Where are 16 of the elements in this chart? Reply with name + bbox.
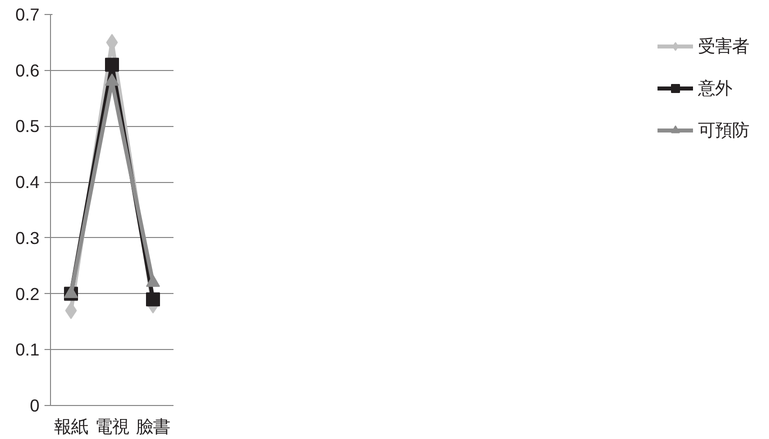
x-tick-label: 電視 bbox=[95, 416, 129, 436]
x-tick-label: 報紙 bbox=[54, 416, 88, 436]
y-tick-label: 0.5 bbox=[15, 116, 40, 136]
point bbox=[105, 58, 119, 72]
legend-label: 意外 bbox=[698, 77, 732, 100]
y-tick-label: 0.4 bbox=[15, 172, 40, 192]
legend-label: 可預防 bbox=[698, 119, 749, 142]
x-tick-label: 臉書 bbox=[136, 416, 170, 436]
y-tick-label: 0.6 bbox=[15, 60, 40, 80]
y-tick-label: 0.3 bbox=[15, 228, 40, 248]
y-tick-label: 0.1 bbox=[15, 340, 40, 360]
y-tick-label: 0.7 bbox=[15, 4, 40, 24]
point bbox=[146, 292, 160, 306]
y-tick-label: 0.2 bbox=[15, 284, 40, 304]
legend-label: 受害者 bbox=[698, 35, 749, 58]
y-tick-label: 0 bbox=[30, 396, 40, 416]
